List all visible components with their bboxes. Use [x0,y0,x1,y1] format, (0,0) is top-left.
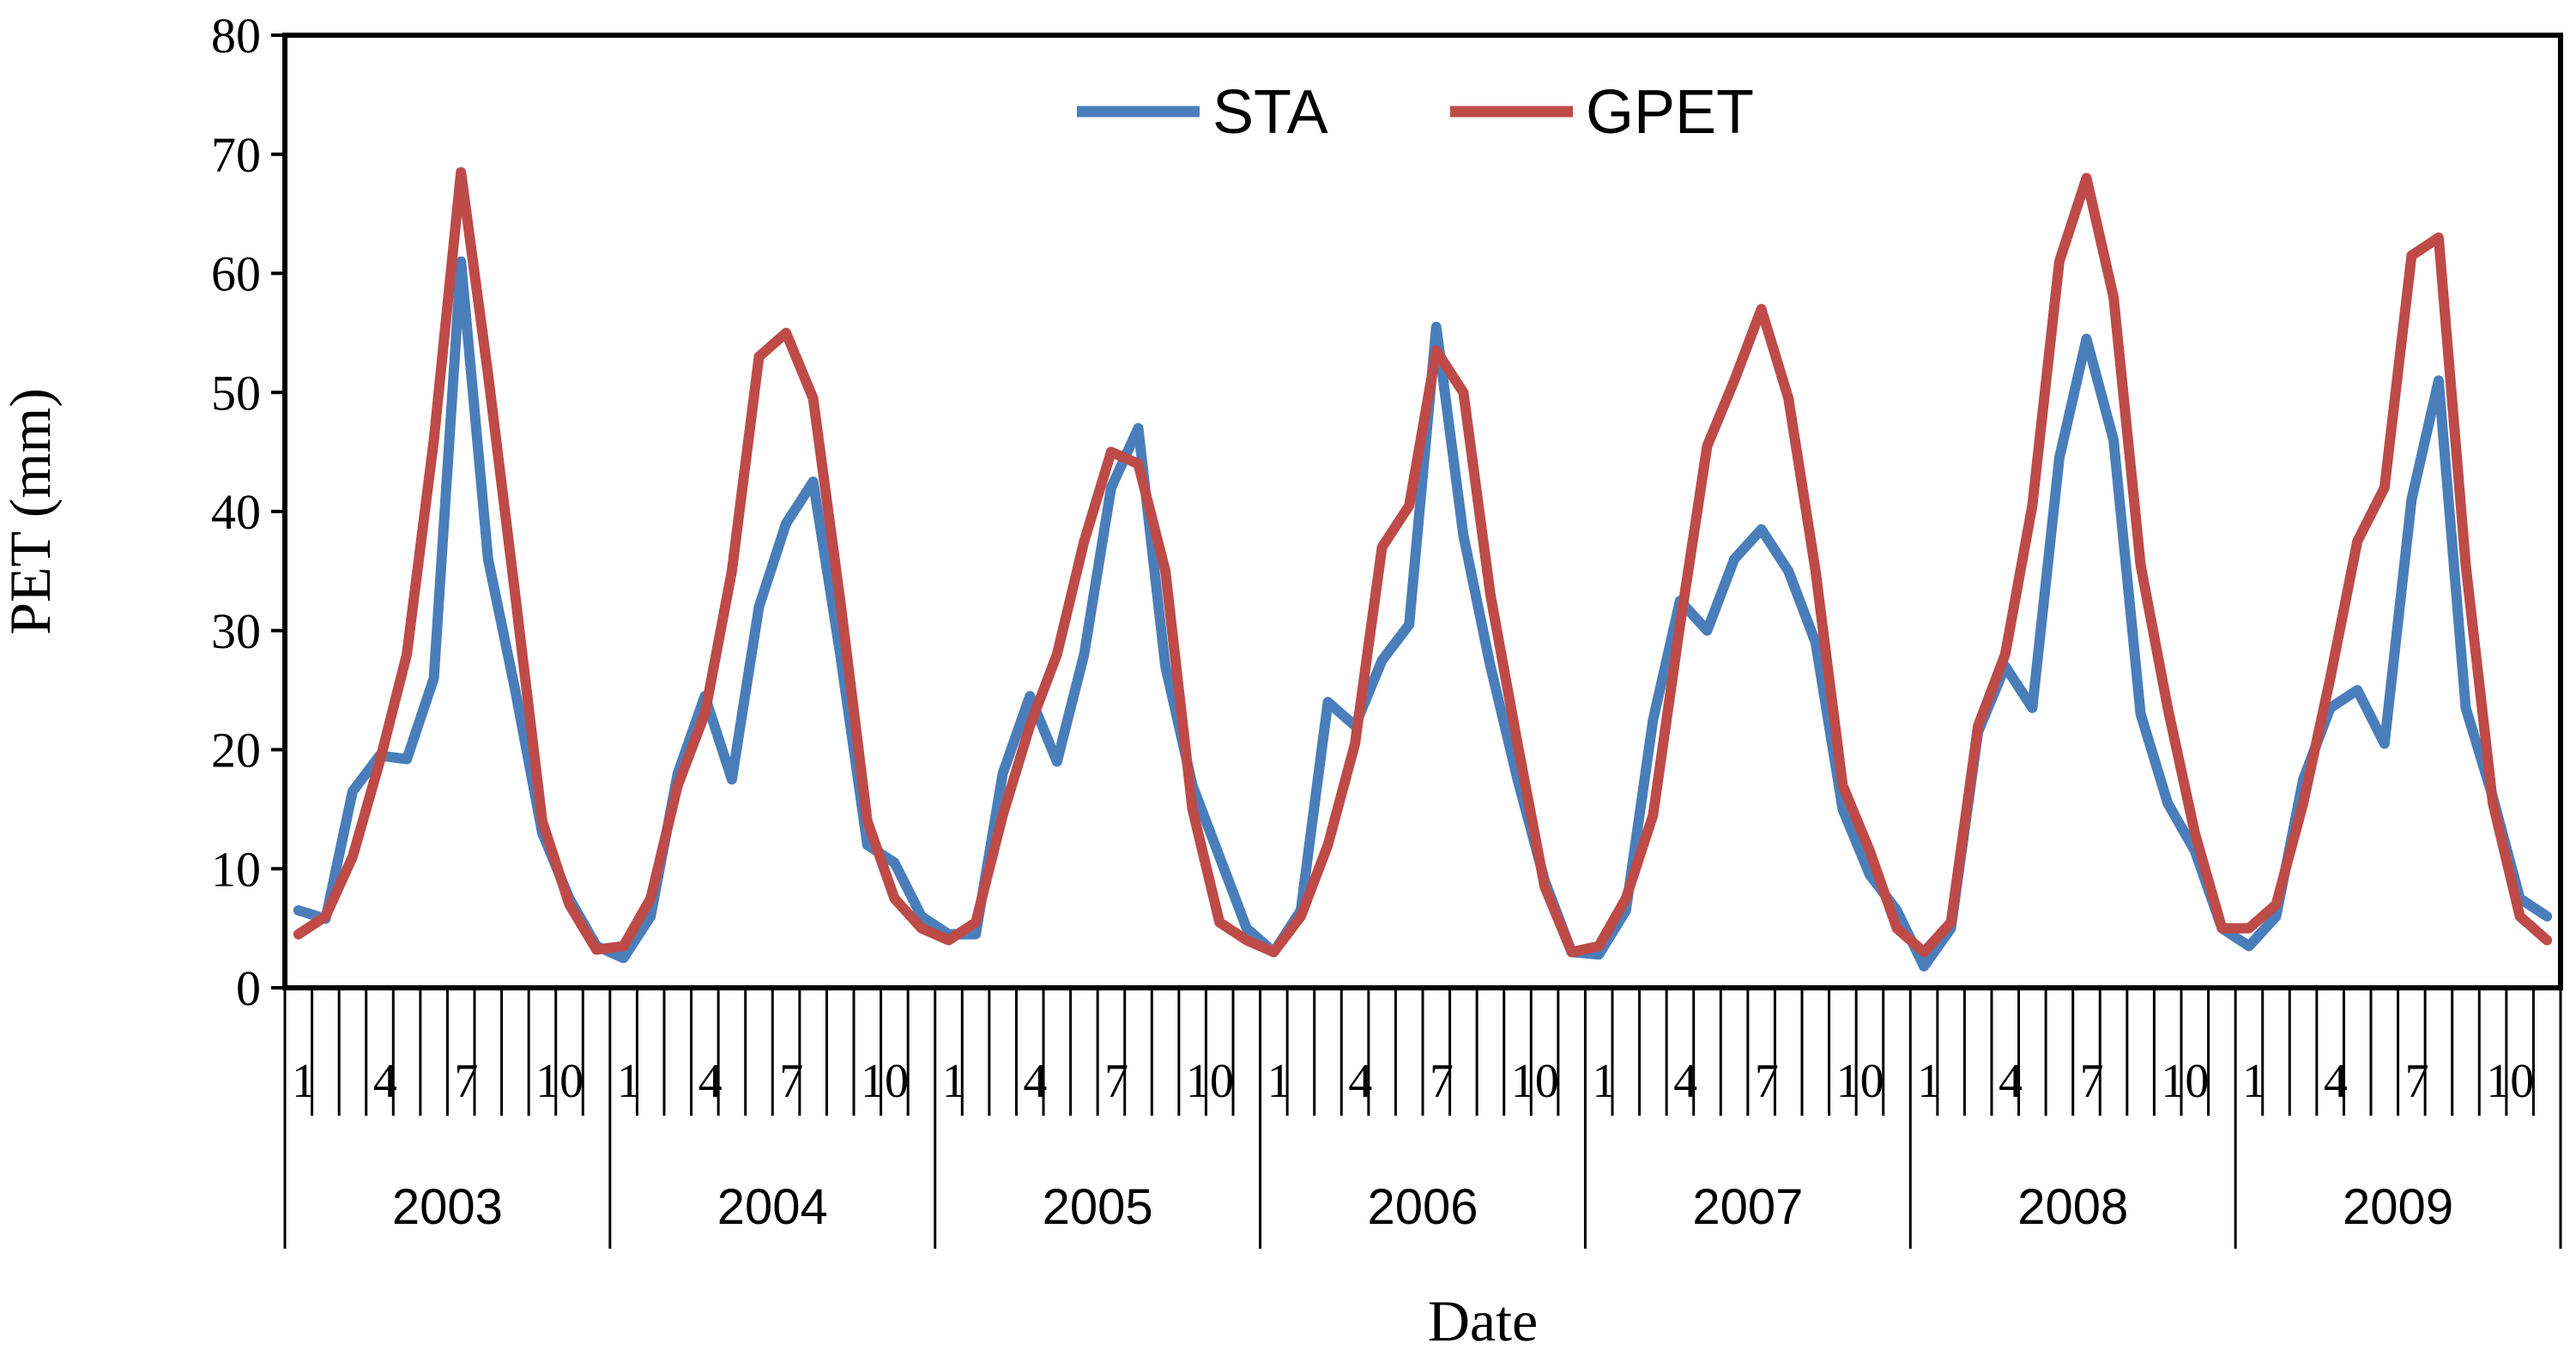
month-tick-label: 7 [1755,1055,1779,1108]
month-tick-label: 4 [698,1055,723,1108]
x-axis: 1 4 7 10 2003 1 4 7 10 2004 1 4 7 10 2005 1 4 7 10 2006 1 4 7 1… [283,988,2562,1249]
year-label: 2003 [392,1179,503,1235]
y-tick-label: 40 [211,484,261,540]
month-tick-label: 10 [2486,1055,2534,1108]
month-tick-label: 1 [1592,1055,1616,1108]
month-tick-label: 7 [1104,1055,1128,1108]
y-tick-label: 10 [211,841,261,897]
legend-label-sta: STA [1212,78,1328,147]
month-tick-label: 10 [1186,1055,1234,1108]
month-tick-label: 10 [2161,1055,2209,1108]
month-tick-label: 7 [2080,1055,2104,1108]
month-tick-label: 4 [2324,1055,2348,1108]
series-line-sta [293,256,2553,972]
series-line-gpet [293,166,2553,958]
year-label: 2007 [1692,1179,1803,1235]
month-tick-label: 10 [535,1055,584,1108]
month-tick-label: 1 [2242,1055,2266,1108]
y-tick-label: 30 [211,603,261,659]
y-tick-label: 50 [211,365,261,421]
plot-area-frame [282,33,2563,990]
year-label: 2008 [2017,1179,2128,1235]
y-tick-label: 70 [211,127,261,183]
y-tick-label: 80 [211,8,261,64]
month-tick-label: 4 [373,1055,397,1108]
year-label: 2004 [717,1179,828,1235]
year-label: 2006 [1367,1179,1478,1235]
month-tick-label: 7 [2405,1055,2429,1108]
legend-label-gpet: GPET [1586,78,1754,147]
y-axis: 0 10 20 30 40 50 60 70 80 [211,8,285,1016]
month-tick-label: 1 [617,1055,641,1108]
year-label: 2009 [2343,1179,2453,1235]
month-tick-label: 4 [1999,1055,2023,1108]
month-tick-label: 10 [861,1055,909,1108]
month-tick-label: 1 [292,1055,316,1108]
month-tick-label: 4 [1023,1055,1047,1108]
month-tick-label: 7 [1430,1055,1454,1108]
y-tick-label: 60 [211,246,261,302]
month-tick-label: 10 [1836,1055,1884,1108]
year-label: 2005 [1043,1179,1153,1235]
legend: STA GPET [1077,78,1754,147]
y-axis-title: PET (mm) [0,388,63,635]
y-tick-label: 20 [211,723,261,778]
x-axis-title: Date [1428,1288,1538,1353]
series-lines [293,166,2553,972]
month-tick-label: 7 [454,1055,478,1108]
month-tick-label: 4 [1348,1055,1372,1108]
month-tick-label: 10 [1511,1055,1559,1108]
y-tick-label: 0 [236,960,261,1016]
month-tick-label: 7 [779,1055,803,1108]
month-tick-label: 1 [1917,1055,1941,1108]
month-tick-label: 4 [1673,1055,1697,1108]
month-tick-label: 1 [942,1055,966,1108]
month-tick-label: 1 [1267,1055,1291,1108]
